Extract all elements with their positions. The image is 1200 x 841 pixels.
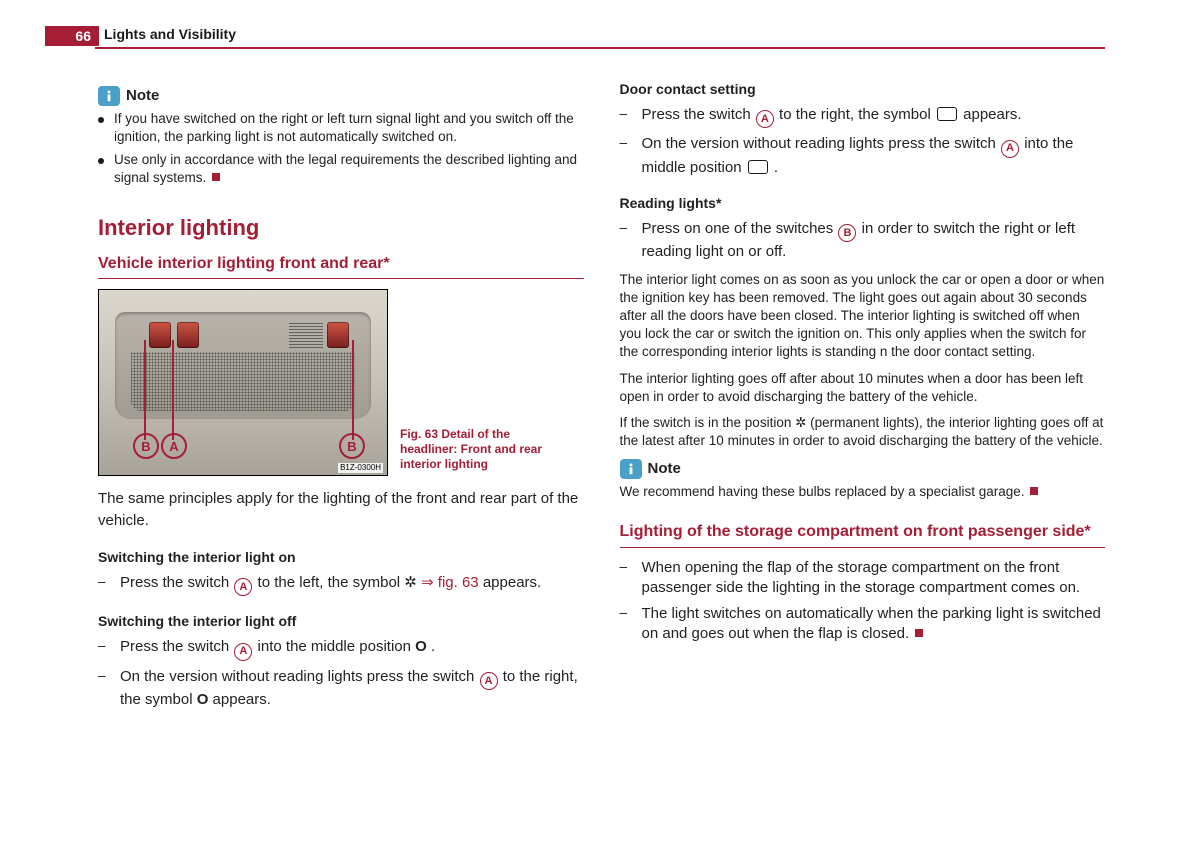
note-bullet-text: Use only in accordance with the legal re… [114, 151, 584, 187]
right-column: Door contact setting – Press the switch … [620, 80, 1106, 811]
left-column: Note If you have switched on the right o… [98, 80, 584, 811]
grille-texture [131, 352, 355, 411]
page-header: 66 Lights and Visibility [0, 26, 1200, 46]
dash-icon: – [98, 573, 106, 596]
procedure-step-text: When opening the flap of the storage com… [642, 558, 1106, 599]
procedure-step: – Press on one of the switches B in orde… [620, 219, 1106, 263]
callout-line [352, 340, 354, 440]
dash-icon: – [98, 637, 106, 660]
subsection-heading: Lighting of the storage compartment on f… [620, 521, 1106, 548]
callout-ref-a: A [480, 672, 498, 690]
figure-block: B A B B1Z-0300H Fig. 63 Detail of the he… [98, 289, 584, 476]
procedure-step-text: Press the switch A to the left, the symb… [120, 573, 541, 596]
callout-label-b: B [339, 433, 365, 459]
figure-caption: Fig. 63 Detail of the headliner: Front a… [400, 427, 560, 476]
callout-line [144, 340, 146, 440]
info-icon [98, 86, 120, 106]
manual-page: 66 Lights and Visibility Note If you hav… [0, 0, 1200, 841]
note-bullet-text: If you have switched on the right or lef… [114, 110, 584, 146]
callout-ref-a: A [756, 110, 774, 128]
intro-paragraph: The same principles apply for the lighti… [98, 488, 584, 532]
end-of-section-icon [212, 173, 220, 181]
callout-label-b: B [133, 433, 159, 459]
procedure-step-text: Press on one of the switches B in order … [642, 219, 1106, 263]
note-bullet: Use only in accordance with the legal re… [98, 151, 584, 187]
body-paragraph: The interior lighting goes off after abo… [620, 370, 1106, 406]
procedure-step: – Press the switch A into the middle pos… [98, 637, 584, 660]
procedure-step: – On the version without reading lights … [98, 667, 584, 711]
procedure-heading: Switching the interior light on [98, 548, 584, 567]
note-label: Note [126, 86, 159, 106]
body-paragraph: The interior light comes on as soon as y… [620, 271, 1106, 362]
info-icon [620, 459, 642, 479]
figure-id-tag: B1Z-0300H [338, 463, 383, 474]
dash-icon: – [620, 105, 628, 128]
procedure-step-text: Press the switch A into the middle posit… [120, 637, 435, 660]
procedure-step: – On the version without reading lights … [620, 134, 1106, 178]
note-text: We recommend having these bulbs replaced… [620, 483, 1106, 501]
dash-icon: – [620, 134, 628, 178]
note-label: Note [648, 459, 681, 479]
header-rule [95, 47, 1105, 49]
callout-label-a: A [161, 433, 187, 459]
dash-icon: – [620, 604, 628, 645]
figure-reference: ⇒ fig. 63 [421, 574, 479, 591]
callout-ref-a: A [234, 643, 252, 661]
subsection-heading: Vehicle interior lighting front and rear… [98, 253, 584, 280]
note-heading: Note [98, 86, 584, 106]
end-of-section-icon [1030, 487, 1038, 495]
reading-light-switch-left [149, 322, 171, 348]
content-columns: Note If you have switched on the right o… [98, 80, 1105, 811]
light-symbol-icon: ✲ [404, 574, 417, 591]
main-light-switch [177, 322, 199, 348]
procedure-step: – Press the switch A to the right, the s… [620, 105, 1106, 128]
callout-ref-a: A [234, 578, 252, 596]
procedure-step: – The light switches on automatically wh… [620, 604, 1106, 645]
procedure-heading: Door contact setting [620, 80, 1106, 99]
page-number-tab: 66 [45, 26, 99, 46]
procedure-step-text: On the version without reading lights pr… [642, 134, 1106, 178]
procedure-heading: Reading lights* [620, 194, 1106, 213]
procedure-heading: Switching the interior light off [98, 612, 584, 631]
procedure-step: – Press the switch A to the left, the sy… [98, 573, 584, 596]
headliner-panel [115, 312, 371, 419]
callout-ref-b: B [838, 224, 856, 242]
speaker-grille [289, 322, 323, 348]
door-contact-symbol-icon [937, 107, 957, 121]
door-contact-symbol-icon [748, 160, 768, 174]
figure-image: B A B B1Z-0300H [98, 289, 388, 476]
callout-ref-a: A [1001, 140, 1019, 158]
reading-light-switch-right [327, 322, 349, 348]
light-symbol-icon: ✲ [795, 415, 806, 430]
procedure-step: – When opening the flap of the storage c… [620, 558, 1106, 599]
procedure-step-text: Press the switch A to the right, the sym… [642, 105, 1022, 128]
dash-icon: – [620, 219, 628, 263]
dash-icon: – [620, 558, 628, 599]
dash-icon: – [98, 667, 106, 711]
note-bullet: If you have switched on the right or lef… [98, 110, 584, 146]
callout-line [172, 340, 174, 440]
note-heading: Note [620, 459, 1106, 479]
section-heading: Interior lighting [98, 213, 584, 243]
procedure-step-text: The light switches on automatically when… [642, 604, 1106, 645]
bullet-dot-icon [98, 158, 104, 164]
end-of-section-icon [915, 629, 923, 637]
procedure-step-text: On the version without reading lights pr… [120, 667, 584, 711]
chapter-title: Lights and Visibility [104, 26, 236, 42]
bullet-dot-icon [98, 117, 104, 123]
body-paragraph: If the switch is in the position ✲ (perm… [620, 414, 1106, 450]
